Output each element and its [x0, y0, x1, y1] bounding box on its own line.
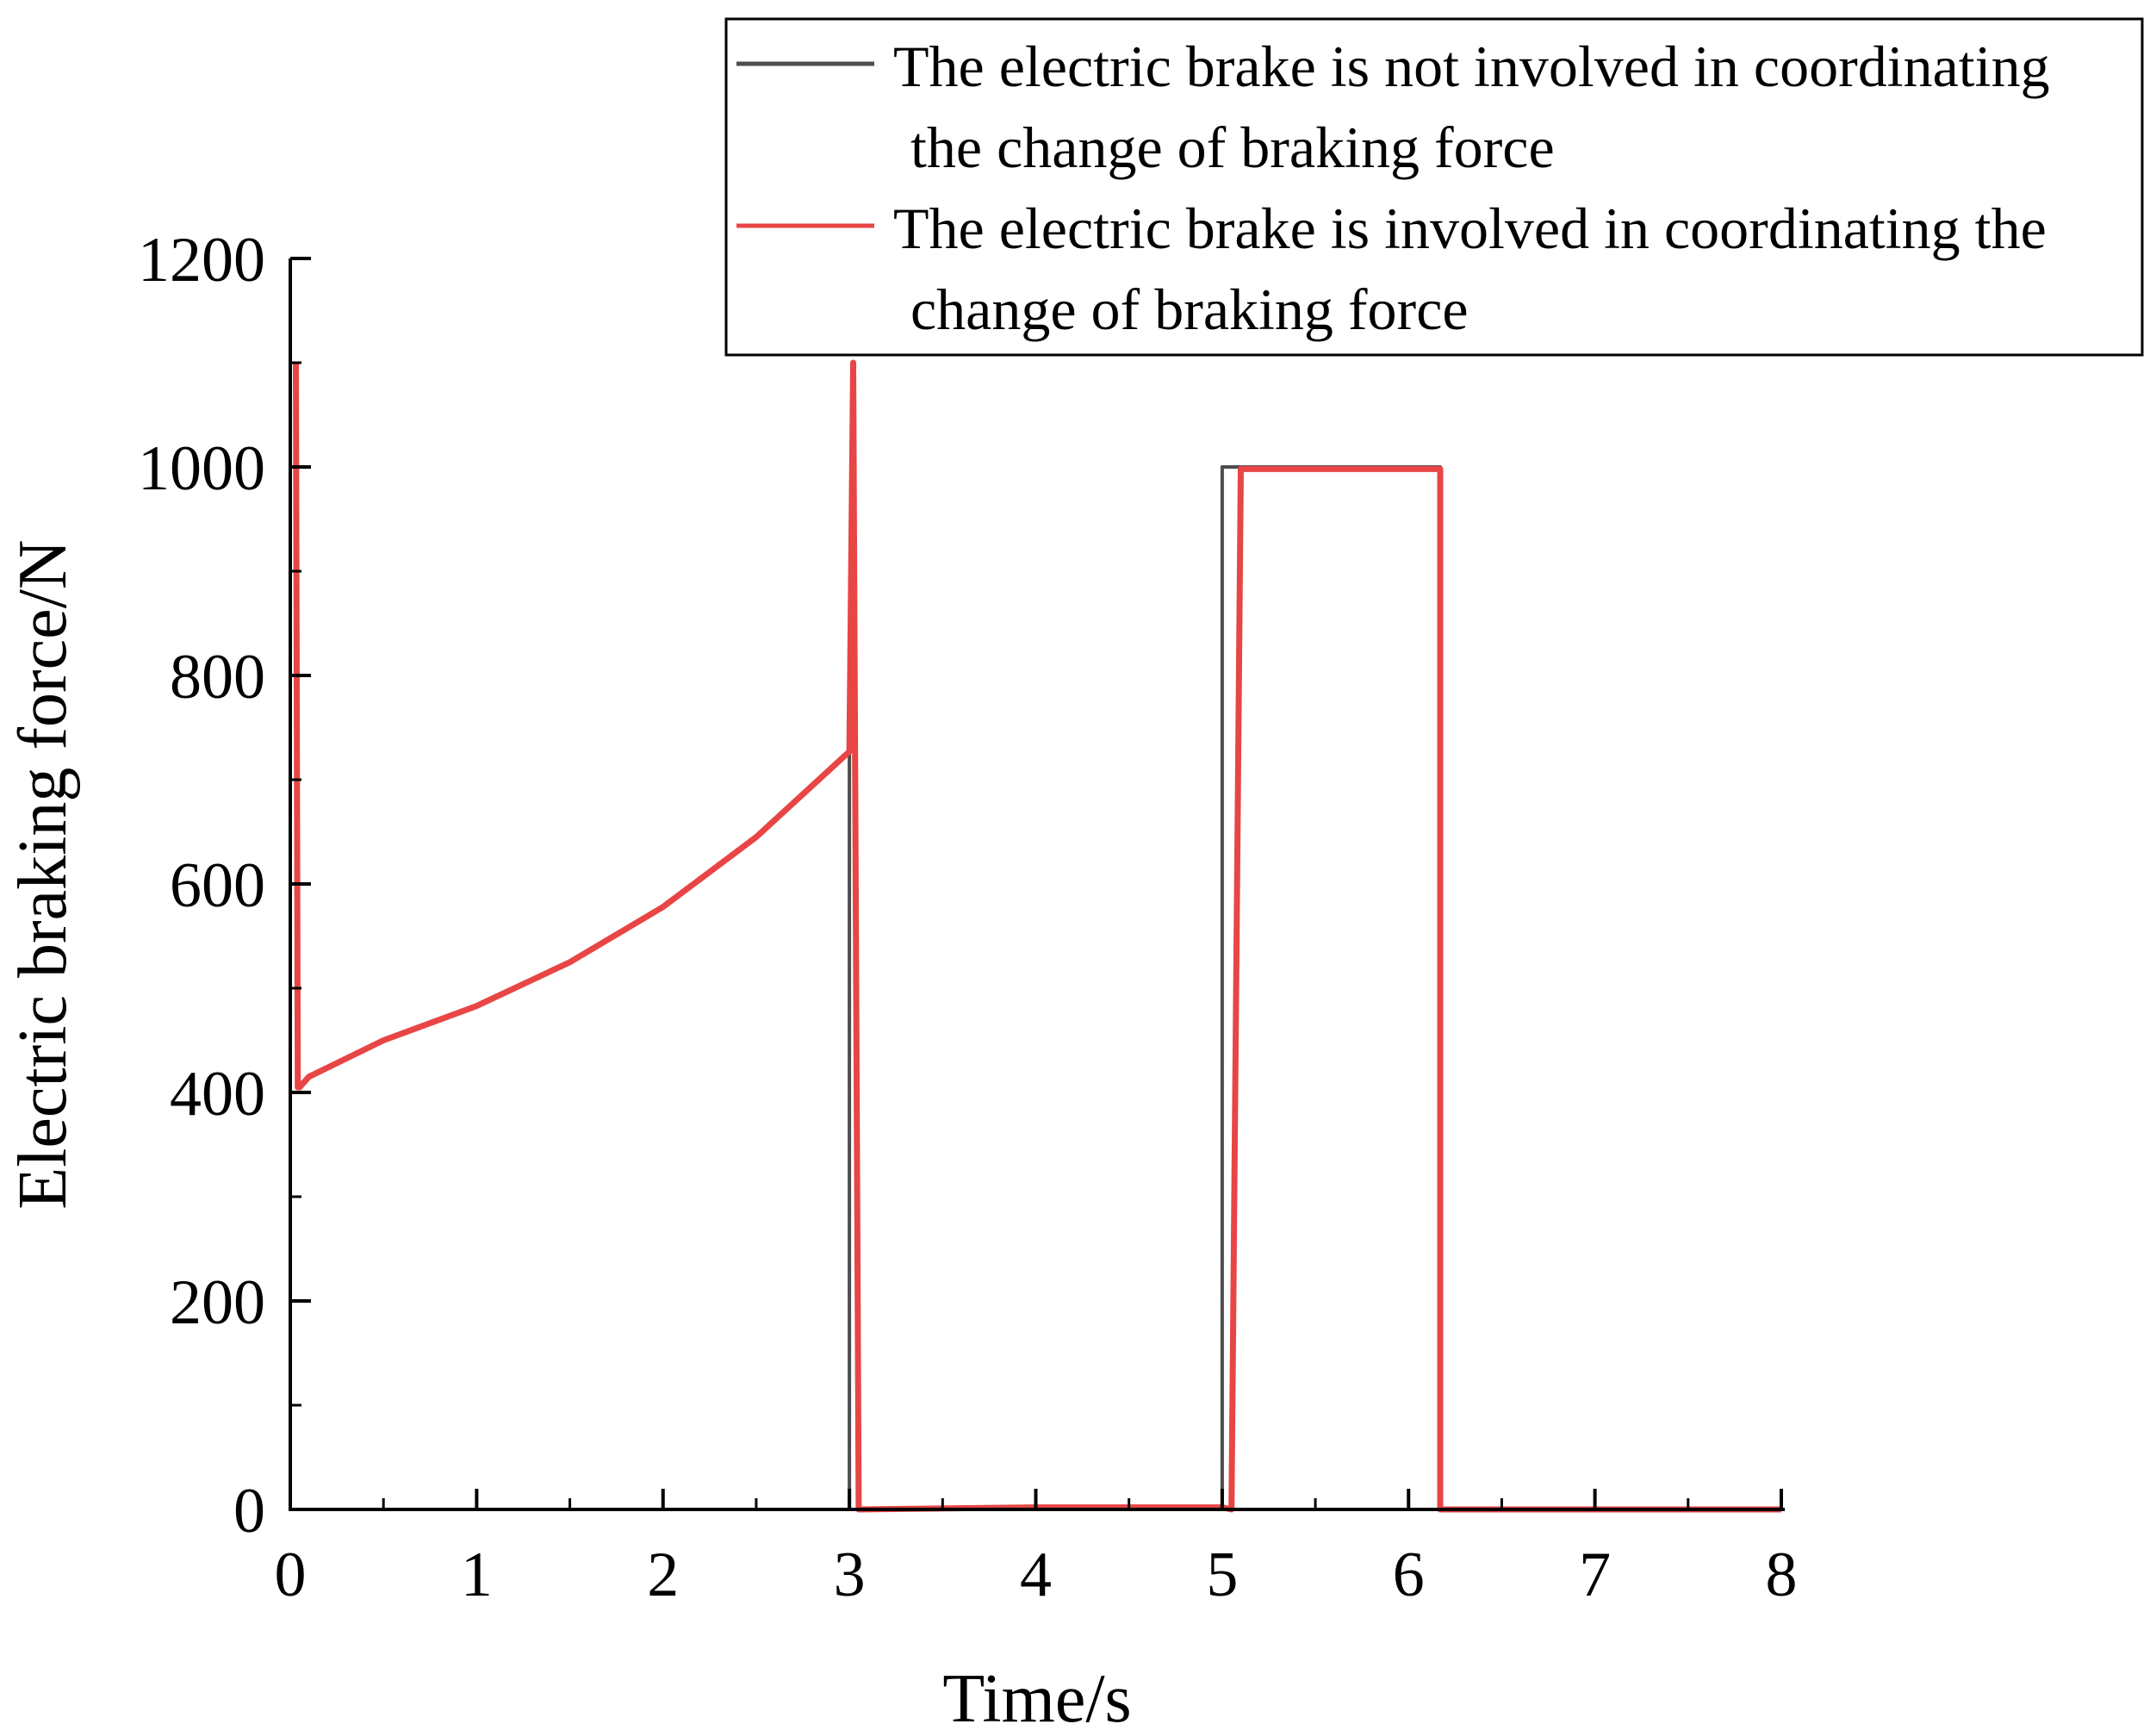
axes: 0 1 2 3 4 5 6 7 8 0 200 400 600 800 1000 1200 [138, 225, 1798, 1610]
y-tick-label: 1000 [138, 433, 265, 504]
x-tick-label: 8 [1766, 1540, 1798, 1610]
x-tick-label: 4 [1020, 1540, 1052, 1610]
y-tick-label: 0 [233, 1476, 265, 1546]
series-line-2 [293, 359, 1781, 1513]
y-tick-label: 200 [170, 1267, 265, 1338]
x-tick-label: 7 [1579, 1540, 1611, 1610]
legend-label-series-1-line-2: the change of braking force [910, 115, 1555, 180]
y-axis-title: Electric braking force/N [5, 539, 81, 1209]
x-axis-title: Time/s [942, 1661, 1131, 1730]
legend-label-series-2-line-2: change of braking force [910, 277, 1469, 342]
x-tick-label: 0 [275, 1540, 307, 1610]
x-tick-label: 3 [834, 1540, 866, 1610]
x-tick-label: 5 [1206, 1540, 1238, 1610]
series-line-1 [294, 362, 1781, 1511]
x-tick-label: 2 [647, 1540, 679, 1610]
x-tick-label: 1 [461, 1540, 493, 1610]
y-tick-label: 400 [170, 1059, 265, 1129]
legend-label-series-1-line-1: The electric brake is not involved in co… [893, 34, 2050, 99]
plot-lines [293, 359, 1781, 1513]
y-tick-label: 1200 [138, 225, 265, 296]
y-ticks: 0 200 400 600 800 1000 1200 [138, 225, 311, 1546]
x-tick-label: 6 [1393, 1540, 1425, 1610]
legend-box [724, 17, 2144, 357]
legend-label-series-2-line-1: The electric brake is involved in coordi… [893, 196, 2047, 261]
y-tick-label: 600 [170, 850, 265, 921]
legend: The electric brake is not involved in co… [724, 17, 2144, 357]
y-tick-label: 800 [170, 642, 265, 713]
x-ticks: 0 1 2 3 4 5 6 7 8 [275, 1489, 1798, 1610]
